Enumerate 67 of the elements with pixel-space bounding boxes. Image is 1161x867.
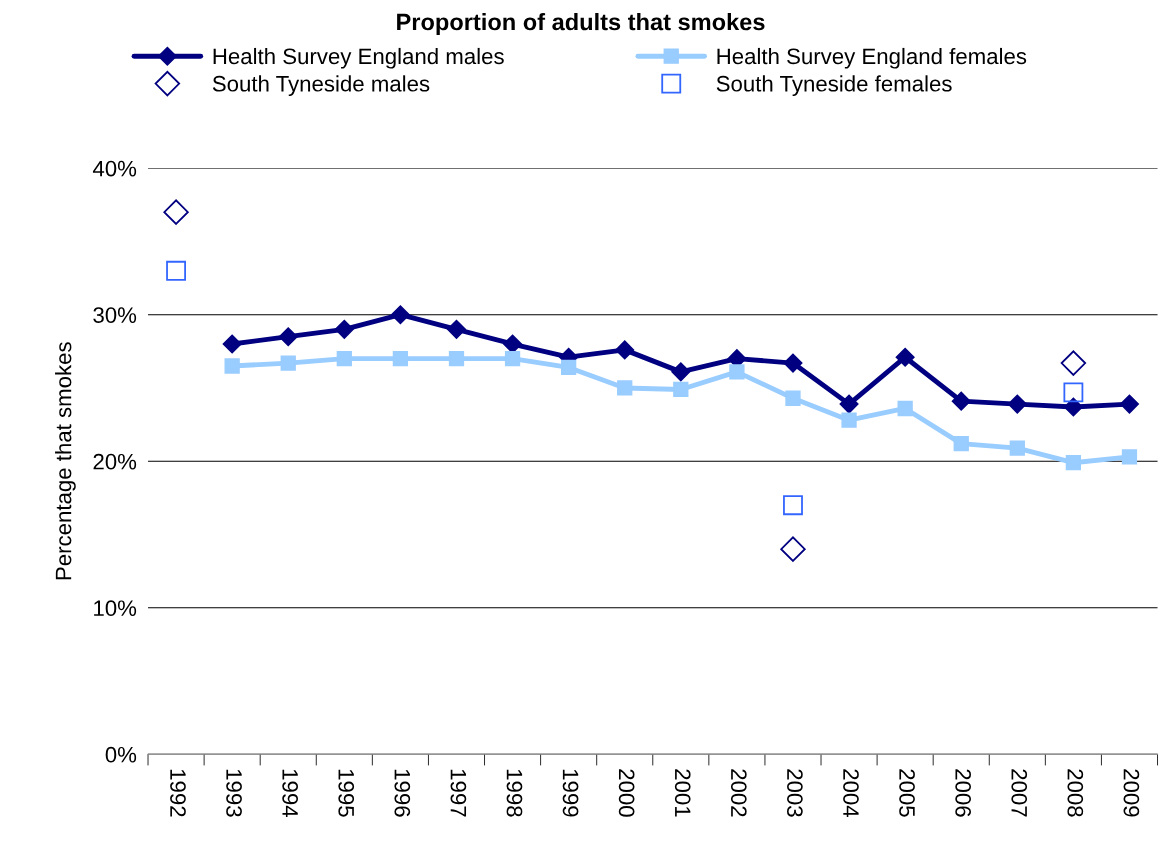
legend-label: South Tyneside males	[212, 75, 430, 96]
point	[390, 305, 410, 325]
point	[278, 327, 298, 347]
y-axis-title: Percentage that smokes	[55, 342, 76, 580]
point	[783, 495, 803, 516]
x-tick-label: 1994	[282, 769, 299, 817]
point	[448, 351, 465, 367]
point	[561, 359, 577, 376]
point	[446, 319, 467, 339]
y-tick-label: 20%	[93, 453, 137, 470]
point	[1063, 397, 1083, 417]
point	[780, 536, 806, 562]
x-tick-label: 2000	[618, 769, 635, 817]
legend-label: South Tyneside females	[716, 75, 952, 96]
point	[280, 355, 296, 371]
point	[783, 353, 803, 373]
x-tick-label: 2006	[955, 769, 971, 817]
point	[166, 260, 187, 281]
x-tick-label: 2003	[787, 769, 803, 817]
point	[1119, 394, 1140, 414]
legend-label: Health Survey England males	[213, 47, 504, 69]
x-tick-label: 1998	[506, 769, 523, 817]
x-tick-label: 1992	[170, 769, 186, 817]
y-tick-label: 0%	[105, 746, 137, 763]
y-tick-label: 40%	[92, 160, 137, 177]
point	[1007, 394, 1027, 414]
point	[392, 351, 409, 367]
x-tick-label: 2001	[674, 769, 691, 817]
chart-title: Proportion of adults that smokes	[397, 13, 765, 36]
point	[617, 380, 633, 396]
point	[953, 436, 969, 452]
point	[1121, 449, 1138, 465]
point	[336, 351, 352, 367]
point	[224, 358, 240, 374]
legend-label: Health Survey England females	[717, 47, 1027, 69]
y-tick-label: 30%	[93, 307, 137, 323]
x-tick-label: 2008	[1067, 769, 1084, 817]
point	[895, 347, 915, 367]
x-tick-label: 2002	[730, 769, 747, 817]
point	[334, 319, 354, 339]
point	[839, 394, 859, 414]
x-tick-label: 1996	[394, 769, 411, 817]
point	[841, 412, 857, 428]
point	[785, 390, 801, 406]
x-tick-label: 1995	[338, 769, 355, 817]
point	[951, 391, 971, 411]
x-tick-label: 1993	[226, 769, 242, 817]
point	[729, 364, 745, 380]
point	[1009, 440, 1025, 456]
y-tick-label: 10%	[94, 600, 137, 617]
point	[1063, 382, 1084, 403]
x-tick-label: 2007	[1011, 769, 1028, 817]
point	[615, 340, 635, 360]
x-tick-label: 2004	[843, 769, 859, 817]
point	[671, 362, 691, 382]
point	[503, 334, 523, 354]
point	[504, 351, 521, 367]
point	[1060, 350, 1087, 376]
point	[1065, 455, 1082, 471]
x-tick-label: 1997	[450, 769, 467, 817]
point	[897, 400, 913, 417]
point	[163, 199, 189, 225]
x-tick-label: 1999	[562, 769, 579, 817]
point	[222, 334, 242, 354]
x-tick-label: 2005	[899, 769, 915, 817]
point	[673, 381, 689, 398]
x-tick-label: 2009	[1123, 769, 1140, 817]
